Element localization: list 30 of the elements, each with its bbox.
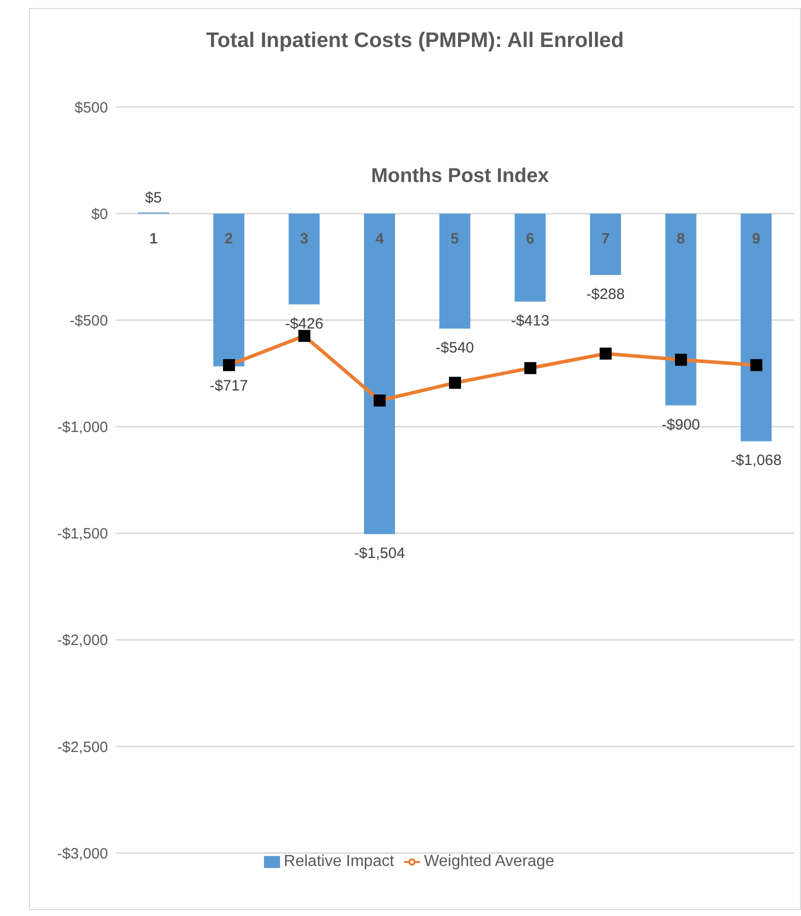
data-label: -$413 — [510, 312, 550, 330]
y-tick-label: -$1,000 — [57, 419, 108, 436]
x-tick-label: 5 — [450, 230, 460, 248]
x-tick-label: 9 — [752, 230, 760, 248]
x-tick-label: 2 — [224, 230, 234, 248]
y-tick-label: -$3,000 — [57, 845, 108, 862]
legend-label: Relative Impact — [284, 853, 394, 870]
legend-label: Weighted Average — [424, 853, 554, 870]
data-label: $5 — [145, 190, 162, 207]
x-tick-label: 8 — [676, 230, 686, 248]
data-label: -$1,504 — [354, 545, 405, 562]
y-tick-label: $0 — [91, 206, 108, 223]
y-tick-label: -$1,500 — [57, 526, 108, 543]
y-tick-label: $500 — [74, 99, 108, 116]
data-label: -$1,068 — [730, 452, 782, 470]
data-label: -$426 — [284, 315, 324, 332]
x-axis-title: Months Post Index — [370, 165, 550, 188]
x-tick-label: 6 — [526, 230, 534, 248]
y-tick-label: -$2,500 — [57, 738, 108, 756]
x-tick-label: 3 — [300, 230, 308, 248]
data-label: -$900 — [662, 416, 700, 434]
data-label: -$288 — [586, 286, 625, 303]
x-tick-label: 7 — [601, 230, 610, 248]
data-label: -$717 — [210, 377, 248, 394]
y-tick-label: -$500 — [70, 312, 108, 330]
y-tick-label: -$2,000 — [57, 632, 108, 650]
data-label: -$540 — [436, 340, 474, 357]
chart-title: Total Inpatient Costs (PMPM): All Enrolled — [205, 29, 625, 53]
x-tick-label: 1 — [149, 230, 158, 248]
x-tick-label: 4 — [375, 230, 384, 248]
